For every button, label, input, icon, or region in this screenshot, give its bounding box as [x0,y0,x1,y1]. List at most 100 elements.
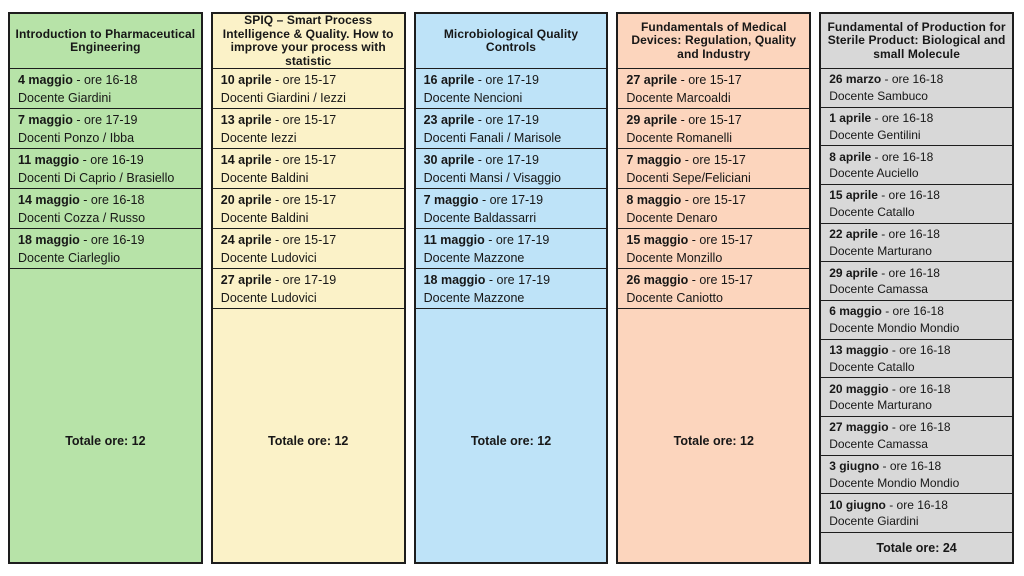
session-date: 24 aprile [220,232,272,247]
session-row: 3 giugno - ore 16-18 Docente Mondio Mondi… [821,454,1012,494]
session-row: 1 aprile - ore 16-18 Docente Gentilini [821,106,1012,146]
session-row: 24 aprile - ore 15-17 Docente Ludovici [212,228,404,268]
session-date-line: 22 aprile - ore 16-18 [829,226,1007,243]
session-date-line: 13 aprile - ore 15-17 [221,111,399,129]
total-hours: Totale ore: 24 [821,532,1012,562]
schedule-column-1: Introduction to Pharmaceutical Engineeri… [8,12,203,564]
session-date-line: 29 aprile - ore 15-17 [626,111,804,129]
session-date-line: 3 giugno - ore 16-18 [829,458,1007,475]
session-teacher: Docente Sambuco [829,88,928,103]
course-schedule-board: Introduction to Pharmaceutical Engineeri… [8,12,1014,564]
session-time: - ore 16-18 [871,149,934,164]
session-teacher: Docente Gentilini [829,127,921,142]
session-row: 15 maggio - ore 15-17 Docente Monzillo [618,228,810,268]
session-time: - ore 16-18 [881,304,944,319]
session-date-line: 7 maggio - ore 15-17 [626,151,804,169]
session-teacher: Docente Mondio Mondio [829,475,960,490]
session-teacher: Docenti Giardini / Iezzi [220,90,346,105]
session-teacher: Docente Camassa [829,282,928,297]
session-teacher: Docente Marturano [829,398,932,413]
session-date: 18 maggio [423,272,486,287]
session-row: 26 marzo - ore 16-18 Docente Sambuco [821,68,1012,107]
session-time: - ore 16-18 [79,192,145,207]
session-row: 30 aprile - ore 17-19 Docenti Mansi / Vis… [415,148,607,188]
session-teacher: Docente Marturano [829,243,932,258]
session-date-line: 20 maggio - ore 16-18 [829,381,1007,398]
session-date-line: 13 maggio - ore 16-18 [829,342,1007,359]
session-time: - ore 17-19 [484,232,550,247]
session-date: 15 aprile [829,188,878,203]
session-row: 11 maggio - ore 17-19 Docente Mazzone [415,228,607,268]
session-date-line: 26 marzo - ore 16-18 [829,71,1007,88]
session-row: 14 maggio - ore 16-18 Docenti Cozza / Rus… [10,188,201,228]
session-time: - ore 17-19 [474,72,539,87]
session-teacher: Docenti Di Caprio / Brasiello [18,170,175,185]
session-date: 10 giugno [829,497,886,512]
session-date-line: 16 aprile - ore 17-19 [424,71,602,89]
session-teacher: Docente Baldini [220,210,309,225]
session-date: 26 maggio [626,272,689,287]
session-teacher: Docente Denaro [626,210,718,225]
session-date-line: 7 maggio - ore 17-19 [18,111,196,129]
session-time: - ore 15-17 [688,232,753,247]
session-row: 8 aprile - ore 16-18 Docente Auciello [821,145,1012,184]
session-date: 27 maggio [829,420,889,435]
session-teacher: Docente Auciello [829,166,919,181]
session-teacher: Docente Romanelli [626,130,732,145]
session-date: 29 aprile [829,265,878,280]
session-date: 29 aprile [626,112,678,127]
session-row: 7 maggio - ore 17-19 Docente Baldassarri [415,188,607,228]
session-date: 20 maggio [829,381,889,396]
session-date: 10 aprile [220,72,272,87]
session-date: 11 maggio [18,152,80,167]
session-teacher: Docente Marcoaldi [626,90,731,105]
session-time: - ore 15-17 [271,152,337,167]
session-row: 15 aprile - ore 16-18 Docente Catallo [821,184,1012,223]
session-teacher: Docente Ludovici [220,250,317,265]
session-time: - ore 15-17 [681,152,746,167]
session-date-line: 27 aprile - ore 15-17 [626,71,804,89]
session-teacher: Docente Monzillo [626,250,723,265]
session-date-line: 26 maggio - ore 15-17 [626,271,804,289]
session-date-line: 8 maggio - ore 15-17 [626,191,804,209]
session-time: - ore 16-18 [72,72,138,87]
session-date: 8 maggio [626,192,682,207]
column-title: Fundamental of Production for Sterile Pr… [827,19,1006,61]
session-date-line: 14 maggio - ore 16-18 [18,191,196,209]
session-teacher: Docente Ciarleglio [18,250,121,265]
session-date: 15 maggio [626,232,689,247]
session-time: - ore 15-17 [688,272,753,287]
session-time: - ore 15-17 [677,72,742,87]
session-date: 30 aprile [423,152,475,167]
session-date-line: 10 giugno - ore 16-18 [829,497,1007,514]
session-time: - ore 16-19 [79,232,145,247]
session-date: 1 aprile [829,111,872,125]
session-row: 20 maggio - ore 16-18 Docente Marturano [821,377,1012,416]
column-title: Fundamentals of Medical Devices: Regulat… [631,19,797,61]
session-date: 7 maggio [626,152,682,167]
session-row: 18 maggio - ore 16-19 Docente Ciarleglio [10,228,201,268]
session-teacher: Docente Giardini [18,90,112,105]
schedule-column-3: Microbiological Quality Controls 16 april… [413,12,609,564]
session-time: - ore 15-17 [271,112,337,127]
session-row: 26 maggio - ore 15-17 Docente Caniotto [618,268,810,308]
session-date: 22 aprile [829,227,878,242]
session-teacher: Docente Mazzone [423,290,525,305]
session-row: 29 aprile - ore 15-17 Docente Romanelli [618,108,810,148]
session-row: 13 aprile - ore 15-17 Docente Iezzi [212,108,404,148]
session-date-line: 20 aprile - ore 15-17 [221,191,399,209]
session-time: - ore 16-18 [877,265,940,280]
session-teacher: Docenti Fanali / Marisole [423,130,562,145]
session-teacher: Docente Mondio Mondio [829,320,960,335]
session-date: 7 maggio [423,192,479,207]
session-teacher: Docente Camassa [829,436,928,451]
session-date: 14 maggio [18,192,80,207]
session-teacher: Docente Giardini [829,514,919,529]
session-time: - ore 16-18 [877,227,940,242]
session-row: 18 maggio - ore 17-19 Docente Mazzone [415,268,607,308]
session-teacher: Docente Catallo [829,204,915,219]
session-time: - ore 16-18 [871,111,934,125]
session-date: 4 maggio [18,72,73,87]
column-title: Introduction to Pharmaceutical Engineeri… [15,26,196,54]
total-cell [10,268,201,562]
